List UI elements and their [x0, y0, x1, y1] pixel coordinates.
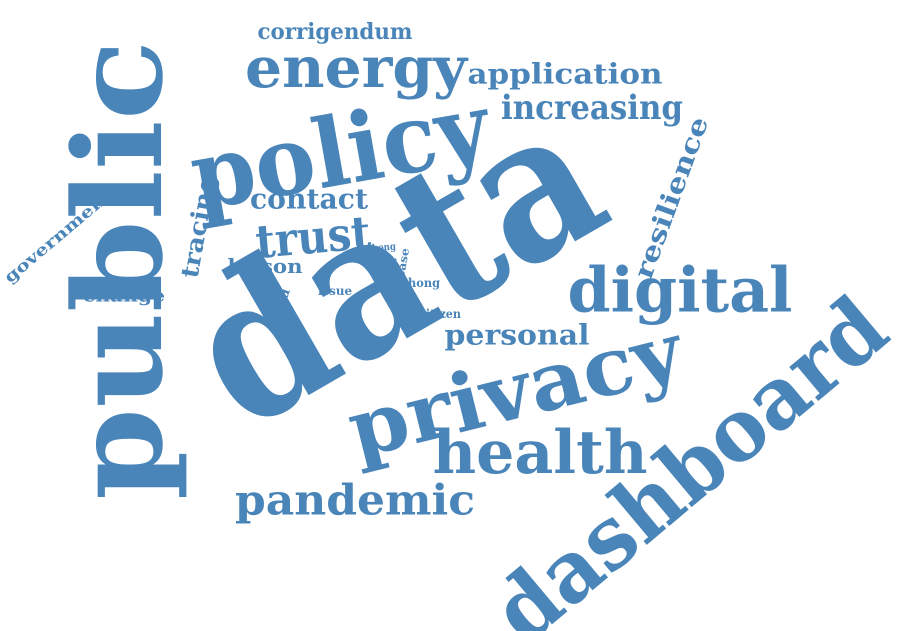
word-issue: issue	[318, 284, 352, 298]
word-cloud-words: datapublicpolicydashboardprivacydigitalh…	[0, 19, 900, 631]
word-hong: hong	[408, 276, 441, 290]
word-pandemic: pandemic	[235, 476, 475, 525]
word-digital: digital	[568, 254, 793, 327]
word-increasing: increasing	[501, 88, 683, 128]
word-energy: energy	[245, 35, 469, 101]
word-trust: trust	[253, 205, 373, 269]
word-case: case	[394, 247, 412, 279]
word-health: health	[433, 418, 648, 488]
word-corrigendum: corrigendum	[258, 19, 413, 45]
word-lesson: lesson	[228, 254, 303, 278]
word-public: public	[46, 40, 190, 500]
word-contact: contact	[250, 183, 368, 216]
word-application: application	[468, 58, 663, 91]
word-personal: personal	[445, 319, 590, 352]
word-citizen: citizen	[419, 307, 461, 321]
word-change: change	[83, 286, 165, 307]
word-kong: kong	[372, 241, 397, 254]
word-tool: tool	[381, 257, 397, 267]
